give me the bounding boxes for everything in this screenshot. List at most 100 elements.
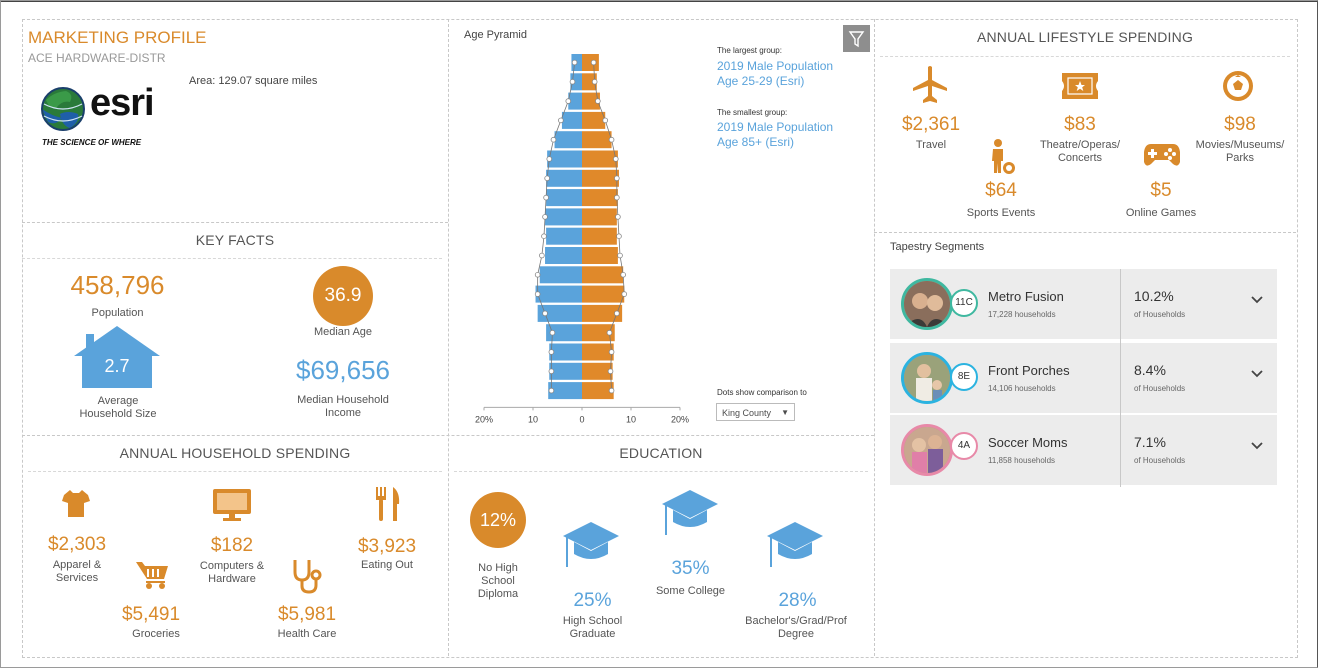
- movies-label-line2: Parks: [1225, 152, 1255, 164]
- segment-code-badge: 4A: [950, 432, 978, 460]
- grid-divider: [22, 258, 442, 259]
- logo-tagline: THE SCIENCE OF WHERE: [42, 138, 142, 147]
- pyramid-bar-female-15-19: [582, 324, 615, 342]
- pyramid-bar-male-65-69: [554, 131, 582, 149]
- segment-households: 17,228 households: [988, 310, 1056, 319]
- college-label: Some College: [655, 585, 726, 597]
- comparison-dot-male-70-74: [558, 117, 564, 124]
- comparison-dot-male-50-54: [543, 194, 549, 201]
- pyramid-bar-male-75-79: [568, 92, 582, 110]
- stethoscope-icon: [293, 560, 322, 594]
- comparison-dot-male-25-29: [534, 291, 541, 297]
- grad-cap-icon: [662, 490, 718, 535]
- grid-divider: [28, 471, 442, 472]
- dots-comparison-label: Dots show comparison to: [717, 388, 807, 397]
- pyramid-bar-male-80-84: [570, 73, 582, 91]
- pyramid-bar-female-60-64: [582, 150, 618, 168]
- computers-label-line2: Hardware: [208, 573, 256, 585]
- segment-avatar: [901, 278, 953, 330]
- theatre-label-line1: Theatre/Operas/: [1039, 139, 1121, 151]
- pyramid-bar-female-55-59: [582, 169, 619, 187]
- profile-subtitle: ACE HARDWARE-DISTR: [28, 51, 166, 65]
- comparison-dot-male-60-64: [546, 156, 553, 162]
- chevron-down-icon[interactable]: [1250, 369, 1264, 379]
- eating-label: Eating Out: [361, 559, 413, 571]
- no-hs-label-line1: No High: [478, 562, 518, 574]
- chevron-down-icon[interactable]: [1250, 295, 1264, 305]
- comparison-dot-female-0-4: [608, 387, 615, 394]
- pyramid-bar-male-55-59: [546, 169, 582, 187]
- comparison-dot-female-70-74: [602, 117, 609, 124]
- income-label-line2: Income: [324, 407, 362, 419]
- pyramid-bar-male-60-64: [547, 150, 582, 168]
- segment-households: 11,858 households: [988, 456, 1056, 465]
- segment-pct: 8.4%: [1134, 362, 1166, 378]
- comparison-dot-female-15-19: [606, 329, 613, 336]
- tapestry-row-soccer-moms[interactable]: 4A Soccer Moms 11,858 households 7.1% of…: [890, 415, 1277, 485]
- largest-group-line2: Age 25-29 (Esri): [717, 74, 805, 88]
- apparel-label: Apparel & Services: [32, 559, 122, 585]
- segment-avatar: [901, 424, 953, 476]
- eating-value: $3,923: [357, 536, 417, 557]
- pyramid-bar-male-35-39: [545, 247, 582, 264]
- athlete-icon: [992, 139, 1015, 174]
- grid-divider: [454, 471, 868, 472]
- segment-photo: [904, 355, 950, 401]
- gamepad-icon: [1144, 144, 1180, 166]
- pyramid-bar-male-40-44: [546, 227, 582, 245]
- segment-pct: 7.1%: [1134, 434, 1166, 450]
- travel-label: Travel: [915, 139, 947, 151]
- hs-label-line1: High School: [562, 615, 623, 627]
- comparison-dot-female-60-64: [612, 156, 619, 162]
- household-spending-title: ANNUAL HOUSEHOLD SPENDING: [119, 445, 351, 461]
- education-title: EDUCATION: [619, 445, 703, 461]
- no-hs-label-line2: School: [481, 575, 515, 587]
- pyramid-bar-female-50-54: [582, 189, 618, 207]
- tapestry-row-metro-fusion[interactable]: 11C Metro Fusion 17,228 households 10.2%…: [890, 269, 1277, 339]
- comparison-dot-female-50-54: [614, 194, 620, 201]
- movies-label: Movies/Museums/ Parks: [1186, 139, 1294, 165]
- compare-select[interactable]: King County ▼: [716, 403, 795, 421]
- smallest-group-line2: Age 85+ (Esri): [717, 135, 795, 149]
- computers-value: $182: [210, 535, 254, 556]
- grid-divider: [22, 435, 874, 436]
- smallest-group-value: 2019 Male Population Age 85+ (Esri): [717, 120, 833, 150]
- segment-code-badge: 8E: [950, 363, 978, 391]
- comparison-dot-male-30-34: [534, 272, 541, 278]
- grid-divider: [874, 19, 875, 656]
- segment-households: 14,106 households: [988, 384, 1056, 393]
- comparison-dot-female-55-59: [614, 175, 620, 182]
- income-label-line1: Median Household: [297, 394, 389, 406]
- smallest-group-label: The smallest group:: [717, 108, 788, 117]
- pyramid-tick-label: 0: [579, 414, 584, 424]
- pyramid-tick-label: 10: [626, 414, 636, 424]
- games-label: Online Games: [1125, 207, 1197, 219]
- comparison-dot-male-35-39: [539, 252, 545, 259]
- pyramid-bar-female-85+: [582, 54, 599, 71]
- tapestry-row-front-porches[interactable]: 8E Front Porches 14,106 households 8.4% …: [890, 343, 1277, 413]
- pyramid-bar-male-15-19: [546, 324, 582, 342]
- apparel-label-line2: Services: [55, 572, 99, 584]
- pyramid-bar-male-50-54: [546, 189, 582, 207]
- pyramid-bar-male-30-34: [539, 266, 582, 284]
- health-value: $5,981: [277, 604, 337, 625]
- household-size-label-line2: Household Size: [79, 408, 157, 420]
- filter-button[interactable]: [843, 25, 870, 52]
- pyramid-bar-male-0-4: [548, 382, 582, 400]
- segment-photo: [904, 281, 950, 327]
- health-label: Health Care: [277, 628, 337, 640]
- compare-select-value: King County: [722, 408, 772, 418]
- airplane-icon: [913, 66, 947, 103]
- sports-label: Sports Events: [966, 207, 1036, 219]
- population-label: Population: [91, 307, 144, 319]
- largest-group-line1: 2019 Male Population: [717, 59, 834, 73]
- ticket-icon: [1062, 73, 1098, 99]
- pyramid-bar-female-20-24: [582, 304, 623, 322]
- pyramid-bar-male-45-49: [545, 208, 582, 226]
- grad-cap-icon: [767, 522, 823, 567]
- pyramid-bar-male-25-29: [535, 285, 582, 303]
- filter-icon: [848, 31, 865, 48]
- esri-logo: esri THE SCIENCE OF WHERE: [40, 82, 180, 152]
- chevron-down-icon[interactable]: [1250, 441, 1264, 451]
- pyramid-bar-male-70-74: [561, 111, 582, 129]
